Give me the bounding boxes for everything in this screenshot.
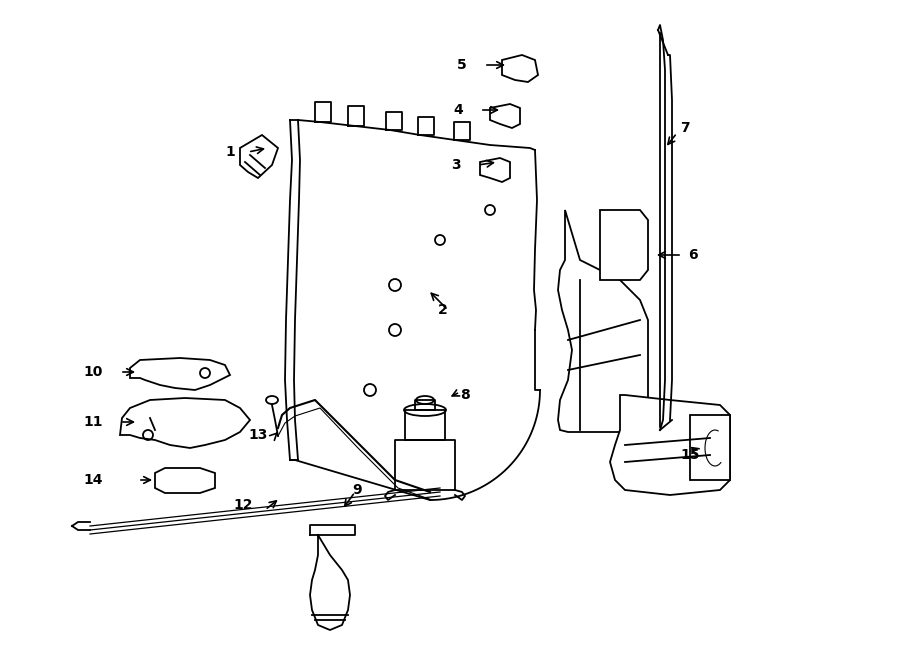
Text: 12: 12 <box>233 498 253 512</box>
Text: 5: 5 <box>457 58 467 72</box>
Polygon shape <box>240 135 278 178</box>
Text: 10: 10 <box>84 365 103 379</box>
Text: 14: 14 <box>84 473 103 487</box>
Polygon shape <box>130 358 230 390</box>
Text: 15: 15 <box>680 448 700 462</box>
Polygon shape <box>600 210 648 280</box>
Text: 4: 4 <box>454 103 463 117</box>
Polygon shape <box>558 210 648 432</box>
Text: 8: 8 <box>460 388 470 402</box>
Text: 6: 6 <box>688 248 698 262</box>
Text: 7: 7 <box>680 121 690 135</box>
Text: 1: 1 <box>225 145 235 159</box>
Polygon shape <box>610 395 730 495</box>
Text: 11: 11 <box>84 415 103 429</box>
Text: 3: 3 <box>452 158 461 172</box>
Polygon shape <box>502 55 538 82</box>
Polygon shape <box>120 398 250 448</box>
Polygon shape <box>490 104 520 128</box>
Text: 9: 9 <box>353 483 362 497</box>
Polygon shape <box>480 158 510 182</box>
Text: 2: 2 <box>438 303 448 317</box>
Text: 13: 13 <box>248 428 268 442</box>
Polygon shape <box>690 415 730 480</box>
Polygon shape <box>155 468 215 493</box>
